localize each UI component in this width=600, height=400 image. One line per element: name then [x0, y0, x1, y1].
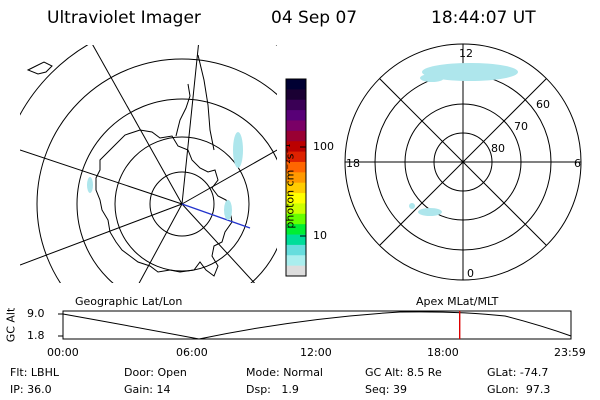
colorbar-swatch	[286, 99, 306, 111]
auroral-oval-emission	[409, 63, 518, 216]
status-mode-label: Mode:	[246, 366, 280, 379]
status-ip-value: 36.0	[27, 383, 52, 396]
satellite-ground-track	[181, 203, 251, 229]
mlat-label: 70	[514, 120, 528, 133]
header-time: 18:44:07 UT	[431, 8, 536, 28]
mlt-label-dusk: 18	[346, 157, 360, 170]
colorbar-swatch	[286, 161, 306, 173]
colorbar-unit-label: photon cm⁻²s⁻¹	[283, 143, 297, 229]
geo-meridian	[92, 45, 183, 205]
colorbar-swatch	[286, 203, 306, 215]
south-america-coast	[197, 54, 215, 151]
antarctica-coastline	[95, 129, 233, 277]
status-ip: IP: 36.0	[10, 384, 52, 396]
status-seq-value: 39	[392, 383, 407, 396]
status-gain-value: 14	[156, 383, 171, 396]
status-glat: GLat: -74.7	[487, 367, 548, 379]
colorbar-swatch	[286, 213, 306, 225]
status-glat-value: -74.7	[519, 366, 549, 379]
time-tick-label: 12:00	[300, 346, 332, 359]
status-glon: GLon: 97.3	[487, 384, 550, 396]
geo-lat-circle	[149, 171, 215, 237]
mlat-label: 60	[536, 98, 550, 111]
colorbar-frame	[285, 78, 307, 277]
colorbar-swatch	[286, 224, 306, 236]
status-glon-label: GLon:	[487, 383, 519, 396]
geo-meridian	[181, 45, 199, 205]
time-tick-label: 23:59	[554, 346, 586, 359]
colorbar-swatch	[286, 172, 306, 184]
south-america-coast	[26, 61, 53, 75]
mlat-label: 80	[491, 142, 505, 155]
time-tick-label: 18:00	[427, 346, 459, 359]
status-seq: Seq: 39	[365, 384, 407, 396]
colorbar-swatch	[286, 255, 306, 267]
altitude-plot-frame	[62, 310, 572, 340]
status-gcalt: GC Alt: 8.5 Re	[365, 367, 442, 379]
antarctic-peninsula	[175, 83, 191, 137]
aurora-specks	[87, 132, 243, 220]
status-filter-label: Flt:	[10, 366, 28, 379]
status-mode-value: Normal	[283, 366, 323, 379]
status-door-value: Open	[157, 366, 187, 379]
instrument-title: Ultraviolet Imager	[47, 8, 201, 28]
status-gcalt-value: 8.5 Re	[406, 366, 442, 379]
colorbar-swatch	[286, 182, 306, 194]
status-gain-label: Gain:	[124, 383, 153, 396]
colorbar-swatch	[286, 130, 306, 142]
colorbar-swatch	[286, 89, 306, 101]
status-ip-label: IP:	[10, 383, 24, 396]
status-glat-label: GLat:	[487, 366, 517, 379]
status-gcalt-label: GC Alt:	[365, 366, 404, 379]
colorbar-swatch	[286, 265, 306, 277]
gc-alt-axis-label: GC Alt	[4, 307, 18, 343]
colorbar-swatch	[286, 151, 306, 163]
status-mode: Mode: Normal	[246, 367, 323, 379]
status-door: Door: Open	[124, 367, 187, 379]
geo-meridian	[138, 203, 183, 283]
intensity-colorbar	[286, 79, 306, 277]
colorbar-tick-label: 100	[313, 140, 334, 153]
geo-lat-circle	[76, 98, 277, 283]
colorbar-swatch	[286, 244, 306, 256]
status-filter: Flt: LBHL	[10, 367, 59, 379]
time-tick-label: 00:00	[47, 346, 79, 359]
geo-lat-circle	[36, 58, 277, 283]
colorbar-swatch	[286, 110, 306, 121]
status-seq-label: Seq:	[365, 383, 390, 396]
status-door-label: Door:	[124, 366, 154, 379]
geo-meridian	[20, 203, 183, 266]
geographic-coords-label: Geographic Lat/Lon	[75, 295, 183, 308]
colorbar-swatch	[286, 120, 306, 132]
colorbar-swatch	[286, 79, 306, 90]
geographic-map	[20, 45, 277, 283]
header-date: 04 Sep 07	[271, 8, 358, 28]
colorbar-swatch	[286, 141, 306, 153]
altitude-tick-label: 1.8	[27, 329, 45, 342]
altitude-tick-label: 9.0	[27, 307, 45, 320]
apex-coords-label: Apex MLat/MLT	[416, 295, 499, 308]
geo-meridian	[20, 149, 183, 205]
status-filter-value: LBHL	[30, 366, 59, 379]
colorbar-swatch	[286, 193, 306, 204]
mlt-label-midnight: 0	[467, 267, 474, 280]
status-dsp-label: Dsp:	[246, 383, 271, 396]
geo-meridian	[181, 203, 256, 283]
status-dsp-value: 1.9	[281, 383, 299, 396]
mlt-label-dawn: 6	[574, 157, 581, 170]
status-gain: Gain: 14	[124, 384, 171, 396]
status-dsp: Dsp: 1.9	[246, 384, 299, 396]
time-tick-label: 06:00	[176, 346, 208, 359]
geo-lat-circle	[114, 136, 250, 272]
altitude-curve	[62, 311, 572, 340]
geo-meridian	[181, 149, 277, 205]
mlt-diagonal	[379, 78, 547, 246]
mlt-label-noon: 12	[459, 47, 473, 60]
colorbar-tick-label: 10	[313, 229, 327, 242]
colorbar-swatch	[286, 234, 306, 246]
status-glon-value: 97.3	[525, 383, 551, 396]
